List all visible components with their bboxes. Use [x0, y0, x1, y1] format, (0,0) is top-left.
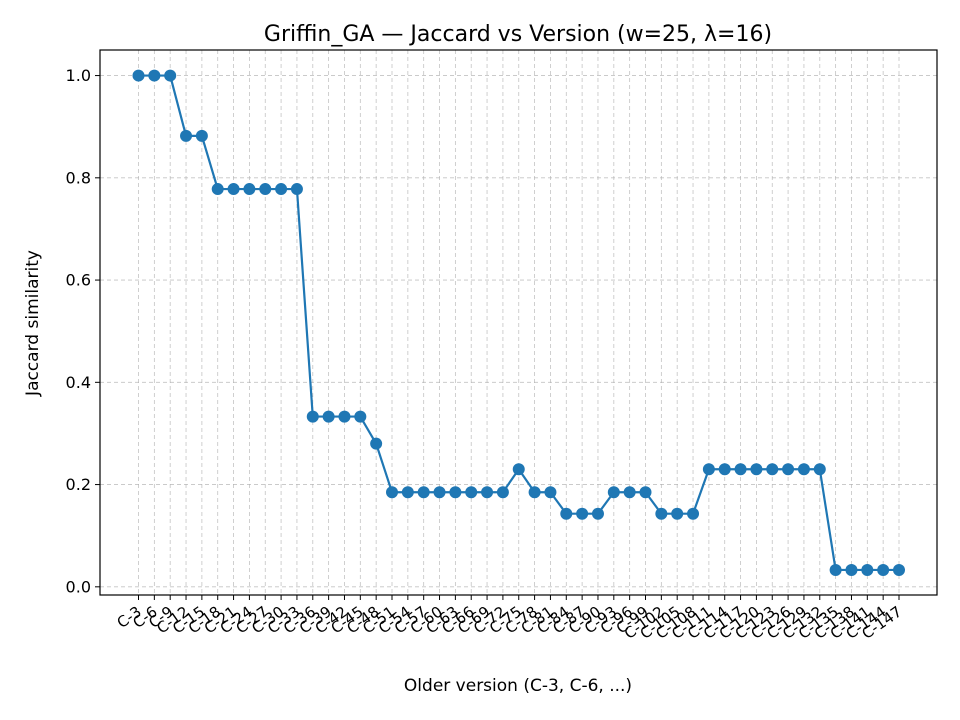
data-point — [481, 486, 494, 499]
y-tick-label: 0.8 — [66, 168, 91, 187]
data-point — [702, 463, 715, 476]
data-point — [370, 437, 383, 450]
data-point — [750, 463, 763, 476]
data-point — [354, 410, 367, 423]
series-layer — [132, 69, 905, 576]
data-point — [528, 486, 541, 499]
data-point — [259, 183, 272, 196]
data-point — [655, 507, 668, 520]
data-point — [639, 486, 652, 499]
data-point — [227, 183, 240, 196]
data-point — [322, 410, 335, 423]
data-point — [560, 507, 573, 520]
data-point — [338, 410, 351, 423]
data-point — [496, 486, 509, 499]
data-point — [275, 183, 288, 196]
y-tick-label: 0.2 — [66, 475, 91, 494]
data-point — [782, 463, 795, 476]
y-axis-label: Jaccard similarity — [23, 250, 43, 397]
y-tick-label: 1.0 — [66, 66, 91, 85]
y-tick-label: 0.0 — [66, 577, 91, 596]
data-point — [576, 507, 589, 520]
data-point — [211, 183, 224, 196]
data-point — [401, 486, 414, 499]
data-point — [544, 486, 557, 499]
data-point — [148, 69, 161, 82]
data-point — [623, 486, 636, 499]
data-point — [718, 463, 731, 476]
x-axis: C-3C-6C-9C-12C-15C-18C-21C-24C-27C-30C-3… — [114, 595, 905, 643]
data-point — [417, 486, 430, 499]
data-point — [671, 507, 684, 520]
x-axis-label: Older version (C-3, C-6, ...) — [404, 676, 632, 696]
data-point — [829, 563, 842, 576]
y-tick-label: 0.6 — [66, 271, 91, 290]
data-point — [290, 183, 303, 196]
data-point — [766, 463, 779, 476]
data-point — [195, 129, 208, 142]
data-point — [813, 463, 826, 476]
data-point — [734, 463, 747, 476]
data-point — [449, 486, 462, 499]
chart-title: Griffin_GA — Jaccard vs Version (w=25, λ… — [264, 22, 772, 47]
data-point — [164, 69, 177, 82]
data-point — [861, 563, 874, 576]
y-axis: 0.0 0.2 0.4 0.6 0.8 1.0 — [66, 66, 100, 596]
data-point — [386, 486, 398, 499]
data-point — [243, 183, 256, 196]
data-point — [306, 410, 319, 423]
y-tick-label: 0.4 — [66, 373, 91, 392]
grid — [100, 50, 937, 595]
data-point — [845, 563, 858, 576]
data-point — [797, 463, 810, 476]
data-point — [893, 563, 905, 576]
data-point — [132, 69, 145, 82]
data-point — [433, 486, 446, 499]
data-point — [465, 486, 478, 499]
data-point — [687, 507, 700, 520]
data-point — [180, 129, 193, 142]
data-point — [591, 507, 604, 520]
data-point — [877, 563, 890, 576]
data-point — [512, 463, 525, 476]
data-point — [607, 486, 620, 499]
